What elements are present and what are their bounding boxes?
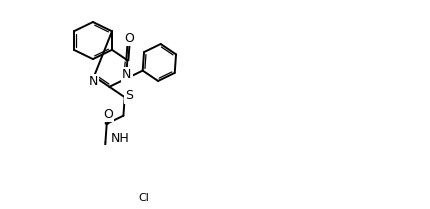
Text: N: N [89, 75, 98, 88]
Text: S: S [125, 89, 133, 102]
Text: NH: NH [111, 132, 129, 145]
Text: Cl: Cl [138, 193, 149, 203]
Text: O: O [103, 108, 113, 121]
Text: N: N [122, 68, 131, 81]
Text: O: O [124, 32, 134, 45]
